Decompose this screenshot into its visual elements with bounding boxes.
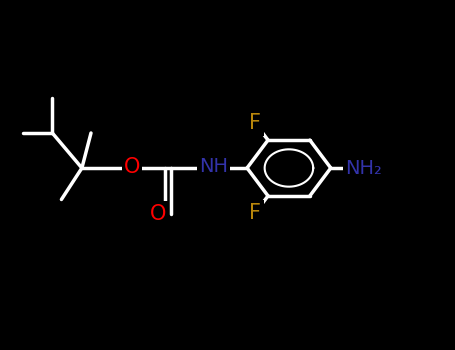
Text: O: O — [150, 203, 166, 224]
Text: O: O — [124, 157, 140, 177]
Text: NH₂: NH₂ — [345, 159, 383, 177]
Text: NH: NH — [199, 157, 228, 176]
Text: F: F — [249, 113, 262, 133]
Text: F: F — [249, 203, 262, 223]
